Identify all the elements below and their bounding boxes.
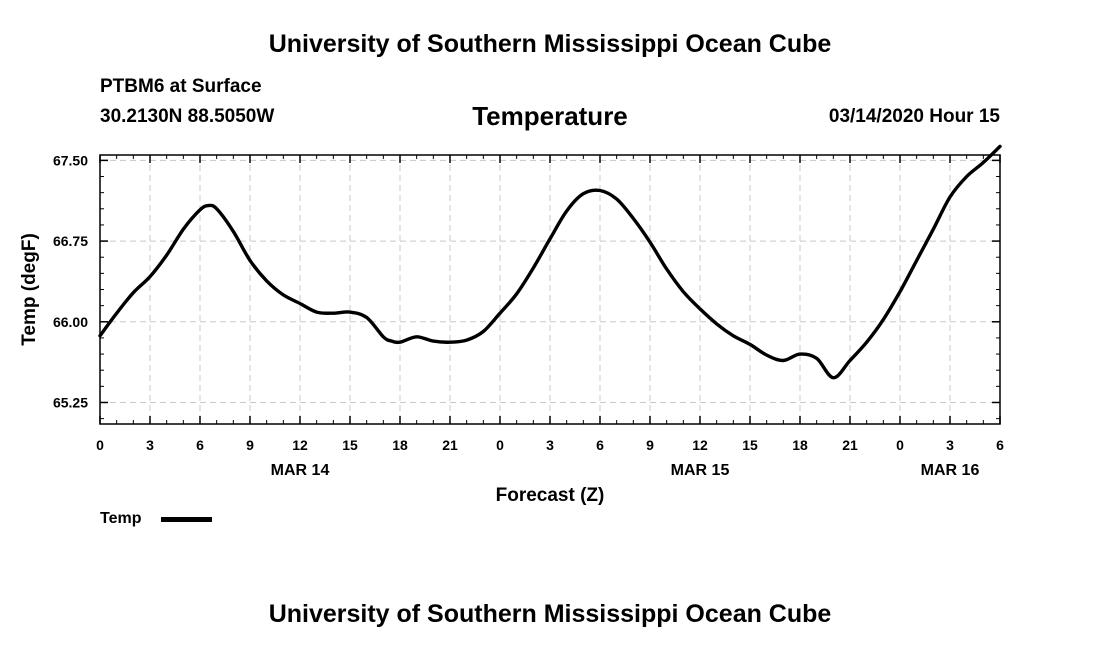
temp-data-point	[649, 242, 650, 243]
temp-data-point	[583, 193, 584, 194]
station-label: PTBM6 at Surface	[100, 76, 262, 97]
temp-data-point	[999, 146, 1000, 147]
grid-lines	[100, 155, 1000, 424]
temp-data-point	[391, 341, 392, 342]
y-tick-label: 66.00	[53, 314, 88, 330]
temp-data-point	[383, 336, 384, 337]
temp-data-point	[983, 162, 984, 163]
temp-data-point	[166, 255, 167, 256]
x-tick-label: 0	[496, 437, 504, 453]
temp-data-point	[699, 308, 700, 309]
day-label: MAR 15	[671, 462, 730, 479]
day-label: MAR 16	[921, 462, 980, 479]
temp-data-point	[116, 313, 117, 314]
temp-data-point	[466, 340, 467, 341]
temp-data-point	[149, 276, 150, 277]
x-axis-label: Forecast (Z)	[496, 485, 605, 506]
x-tick-label: 3	[946, 437, 954, 453]
temp-data-point	[216, 208, 217, 209]
temp-data-point	[949, 196, 950, 197]
x-tick-label: 12	[292, 437, 308, 453]
page-title-bottom: University of Southern Mississippi Ocean…	[268, 600, 832, 628]
temp-data-point	[333, 313, 334, 314]
temp-data-point	[549, 238, 550, 239]
temp-data-point	[516, 293, 517, 294]
x-tick-label: 3	[546, 437, 554, 453]
axis-ticks: 0 3 6 9 12 15 18 21 0 3 6 9 12 15 18 21 0 3 6 65.25 66.00 66.…	[53, 152, 1004, 479]
x-tick-label: 15	[342, 437, 358, 453]
temp-data-point	[449, 342, 450, 343]
x-tick-label: 3	[146, 437, 154, 453]
temp-data-point	[233, 231, 234, 232]
temp-data-point	[249, 260, 250, 261]
temp-data-point	[208, 205, 209, 206]
temp-data-point	[433, 341, 434, 342]
temp-data-point	[799, 354, 800, 355]
plot-title: Temperature	[472, 101, 628, 131]
x-tick-label: 18	[392, 437, 408, 453]
temp-data-point	[483, 331, 484, 332]
x-tick-label: 0	[896, 437, 904, 453]
temp-data-point	[766, 355, 767, 356]
x-tick-label: 15	[742, 437, 758, 453]
temp-data-point	[366, 317, 367, 318]
y-tick-label: 67.50	[53, 152, 88, 168]
temp-data-point	[833, 377, 834, 378]
day-label: MAR 14	[271, 462, 330, 479]
x-tick-label: 6	[196, 437, 204, 453]
temp-data-point	[316, 312, 317, 313]
temp-data-point	[416, 336, 417, 337]
temp-data-point	[349, 312, 350, 313]
temp-data-point	[916, 260, 917, 261]
temp-data-point	[716, 323, 717, 324]
x-tick-label: 21	[442, 437, 458, 453]
temp-data-point	[266, 280, 267, 281]
y-tick-label: 66.75	[53, 233, 88, 249]
temp-data-point	[733, 335, 734, 336]
x-tick-label: 6	[996, 437, 1004, 453]
temp-series-line	[98, 144, 1002, 380]
temp-data-point	[616, 199, 617, 200]
x-tick-label: 12	[692, 437, 708, 453]
x-tick-label: 6	[596, 437, 604, 453]
temp-data-point	[633, 218, 634, 219]
temp-data-point	[749, 344, 750, 345]
page-title-top: University of Southern Mississippi Ocean…	[268, 30, 832, 58]
temp-data-point	[783, 360, 784, 361]
y-axis-label: Temp (degF)	[19, 233, 40, 346]
temp-data-point	[883, 319, 884, 320]
x-tick-label: 0	[96, 437, 104, 453]
temp-data-point	[399, 342, 400, 343]
temp-data-point	[933, 229, 934, 230]
temp-data-point	[816, 358, 817, 359]
timestamp-label: 03/14/2020 Hour 15	[828, 106, 1000, 127]
temp-data-point	[533, 267, 534, 268]
x-tick-label: 9	[646, 437, 654, 453]
temp-data-point	[849, 360, 850, 361]
temp-data-point	[183, 229, 184, 230]
temp-data-point	[599, 190, 600, 191]
legend-swatch	[161, 517, 212, 522]
y-tick-label: 65.25	[53, 394, 88, 410]
x-tick-label: 18	[792, 437, 808, 453]
temp-data-point	[666, 269, 667, 270]
temp-data-point	[499, 313, 500, 314]
temp-data-point	[199, 209, 200, 210]
location-label: 30.2130N 88.5050W	[100, 106, 275, 127]
temp-data-point	[299, 303, 300, 304]
temp-data-point	[566, 210, 567, 211]
temp-data-point	[899, 291, 900, 292]
x-tick-label: 21	[842, 437, 858, 453]
temp-data-point	[866, 342, 867, 343]
temp-data-point	[283, 294, 284, 295]
x-tick-label: 9	[246, 437, 254, 453]
temp-data-point	[966, 176, 967, 177]
temp-data-point	[683, 291, 684, 292]
legend-label: Temp	[100, 510, 142, 527]
temp-data-point	[133, 292, 134, 293]
